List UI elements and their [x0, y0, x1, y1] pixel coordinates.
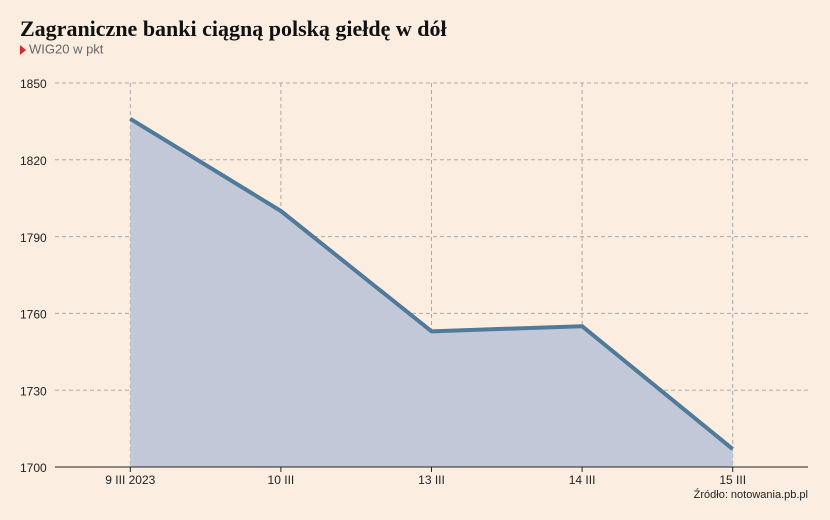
- y-tick-label: 1700: [20, 461, 47, 475]
- line: [129, 117, 734, 451]
- y-tick-label: 1760: [20, 308, 47, 322]
- y-tick-label: 1820: [20, 154, 47, 168]
- y-tick-label: 1730: [20, 384, 47, 398]
- area-fill: [130, 118, 733, 467]
- x-tick-label: 10 III: [268, 473, 295, 487]
- x-tick-label: 14 III: [569, 473, 596, 487]
- y-tick-label: 1790: [20, 231, 47, 245]
- chart-subtitle: WIG20 w pkt: [29, 41, 104, 56]
- x-tick-label: 13 III: [418, 473, 445, 487]
- subtitle-marker: [20, 45, 26, 55]
- source: Źródło: notowania.pb.pl: [694, 488, 808, 501]
- y-tick-label: 1850: [20, 77, 47, 91]
- x-tick-label: 9 III 2023: [105, 473, 155, 487]
- x-tick-label: 15 III: [719, 473, 746, 487]
- chart-title: Zagraniczne banki ciągną polską giełdę w…: [20, 16, 447, 41]
